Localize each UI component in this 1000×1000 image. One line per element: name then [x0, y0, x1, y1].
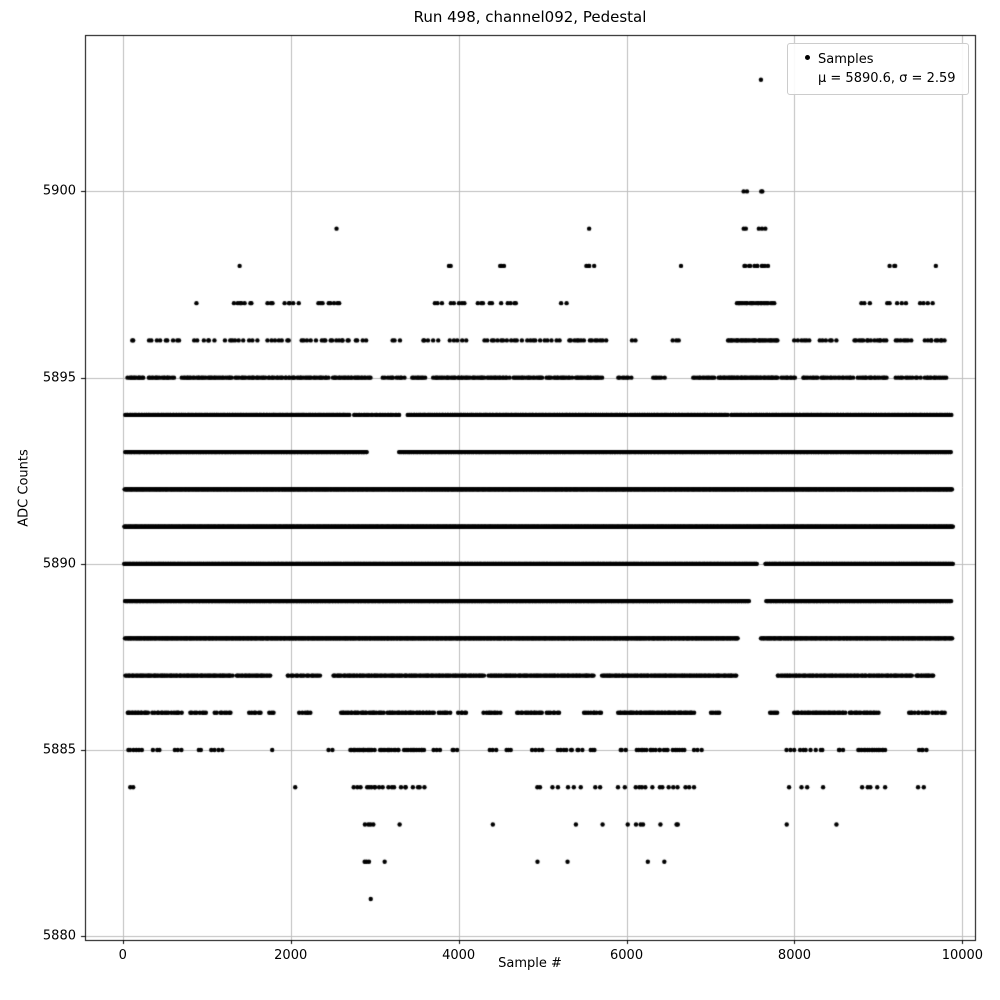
x-tick-label: 2000 [274, 948, 308, 963]
x-tick-label: 4000 [442, 948, 476, 963]
legend-marker-dot-icon [796, 50, 818, 60]
y-tick-label: 5895 [42, 370, 76, 386]
y-tick-label: 5880 [42, 928, 76, 944]
chart-title: Run 498, channel092, Pedestal [413, 8, 647, 26]
legend-label-stats: μ = 5890.6, σ = 2.59 [818, 71, 956, 86]
x-tick-label: 0 [118, 948, 127, 963]
legend-text: Samples μ = 5890.6, σ = 2.59 [818, 50, 956, 88]
y-axis-label: ADC Counts [16, 449, 32, 527]
legend-label-samples: Samples [818, 52, 874, 67]
legend: Samples μ = 5890.6, σ = 2.59 [787, 43, 969, 95]
x-axis-label: Sample # [498, 956, 562, 971]
x-tick-label: 10000 [941, 948, 984, 963]
y-tick-label: 5890 [42, 556, 76, 572]
x-tick-label: 6000 [610, 948, 644, 963]
y-tick-label: 5900 [42, 183, 76, 199]
y-tick-label: 5885 [42, 742, 76, 758]
x-tick-label: 8000 [777, 948, 812, 963]
